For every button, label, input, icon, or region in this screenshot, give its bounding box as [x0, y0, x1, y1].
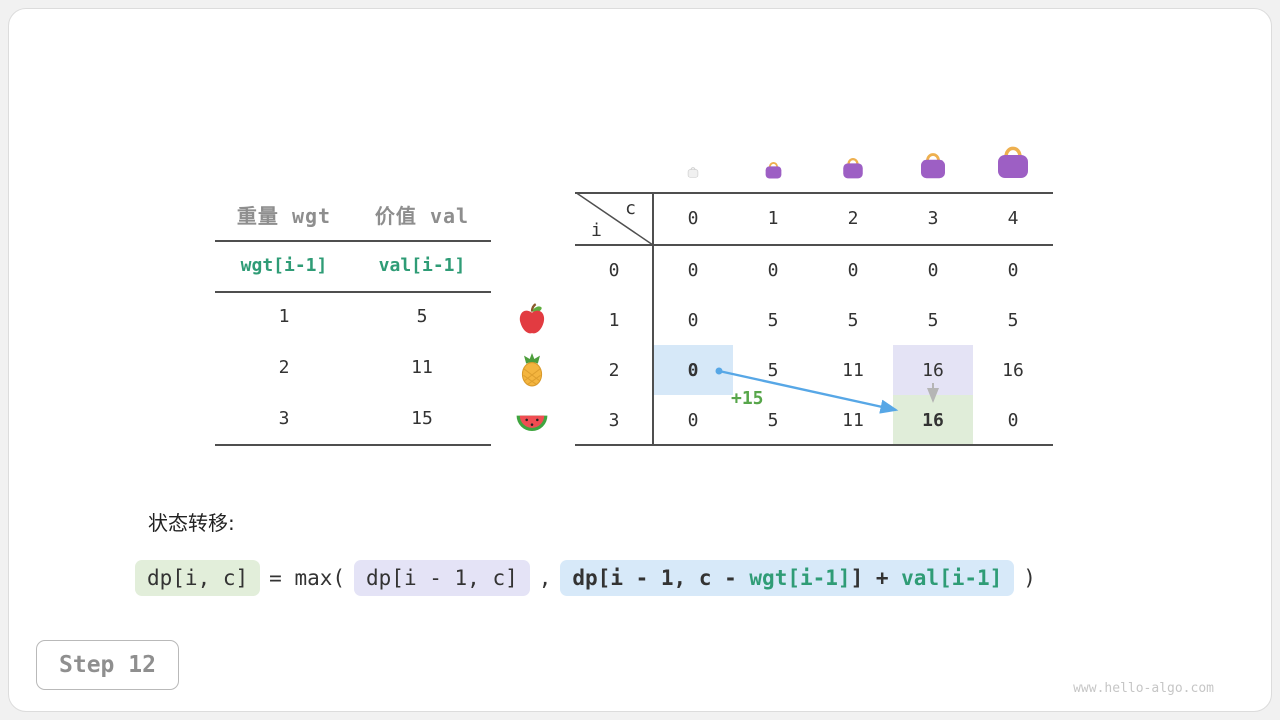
- formula-option1: dp[i - 1, c]: [354, 560, 530, 596]
- dp-cell-pending: 0: [1007, 409, 1019, 431]
- dp-col-header: 2: [847, 208, 859, 229]
- dp-col-header: 4: [1007, 208, 1019, 229]
- dp-cell: 0: [767, 259, 779, 281]
- dp-row-label: 3: [608, 409, 620, 431]
- dp-cell: 11: [842, 409, 864, 431]
- bag-icon-capacity-1: [763, 158, 784, 180]
- dp-cell: 5: [927, 309, 939, 331]
- formula-option2-val: val[i-1]: [901, 566, 1003, 590]
- corner-col-label: c: [625, 198, 636, 219]
- dp-cell: 0: [687, 259, 699, 281]
- dp-table-vertical-border: [652, 192, 654, 445]
- dp-col-header: 3: [927, 208, 939, 229]
- val-cell: 15: [411, 408, 433, 429]
- bag-icon-capacity-0: [686, 164, 700, 179]
- divider: [215, 444, 491, 446]
- formula-option2-plus: ] +: [850, 566, 902, 590]
- dp-cell: 0: [1007, 259, 1019, 281]
- dp-cell: 11: [842, 359, 864, 381]
- pineapple-icon: [515, 353, 549, 387]
- dp-cell: 16: [1002, 359, 1024, 381]
- dp-cell: 0: [687, 309, 699, 331]
- formula-option2: dp[i - 1, c - wgt[i-1]] + val[i-1]: [560, 560, 1015, 596]
- dp-row-label: 0: [608, 259, 620, 281]
- val-column-header: 价值 val: [374, 203, 470, 228]
- state-transition-formula: dp[i, c] = max( dp[i - 1, c] , dp[i - 1,…: [135, 560, 1036, 596]
- divider: [215, 240, 491, 242]
- formula-option2-wgt: wgt[i-1]: [749, 566, 851, 590]
- corner-diagonal: [575, 192, 653, 245]
- dp-table-bottom-border: [575, 444, 1053, 446]
- dp-cell-option-previous: 16: [893, 345, 973, 395]
- divider: [215, 291, 491, 293]
- weight-value-table: 重量 wgt 价值 val wgt[i-1] val[i-1] 1 5 2 11…: [215, 188, 491, 444]
- state-transition-heading: 状态转移:: [148, 511, 235, 535]
- bag-icon-capacity-4: [993, 139, 1033, 181]
- dp-cell: 5: [767, 309, 779, 331]
- val-cell: 11: [411, 357, 433, 378]
- formula-lhs: dp[i, c]: [135, 560, 261, 596]
- wgt-cell: 2: [278, 357, 290, 378]
- dp-row-label: 2: [608, 359, 620, 381]
- watermelon-icon: [515, 405, 549, 439]
- wgt-var-cell: wgt[i-1]: [240, 255, 328, 276]
- wgt-cell: 3: [278, 408, 290, 429]
- formula-equals-max: = max(: [269, 566, 346, 590]
- dp-table-top-border: [575, 192, 1053, 194]
- dp-cell: 5: [1007, 309, 1019, 331]
- dp-cell: 0: [927, 259, 939, 281]
- dp-cell: 5: [767, 409, 779, 431]
- formula-comma: ,: [538, 566, 552, 590]
- corner-row-label: i: [591, 220, 602, 241]
- dp-table: c i 0 1 2 3 4 0 0 0 0 0 0 1 0 5 5 5 5 2 …: [575, 192, 1053, 445]
- dp-cell-current: 16: [893, 395, 973, 445]
- wgt-column-header: 重量 wgt: [236, 203, 332, 228]
- bag-icon-capacity-2: [840, 153, 866, 180]
- dp-cell: 0: [687, 409, 699, 431]
- dp-col-header: 0: [687, 208, 699, 229]
- dp-cell: 5: [847, 309, 859, 331]
- apple-icon: [515, 302, 549, 336]
- dp-row-label: 1: [608, 309, 620, 331]
- val-cell: 5: [416, 306, 428, 327]
- formula-close-paren: ): [1023, 566, 1036, 590]
- formula-option2-prefix: dp[i - 1, c -: [572, 566, 750, 590]
- step-badge: Step 12: [36, 640, 179, 690]
- bag-icon-capacity-3: [917, 147, 949, 181]
- dp-table-corner: c i: [575, 192, 653, 245]
- dp-cell-option-source: 0: [653, 345, 733, 395]
- dp-table-header-border: [575, 244, 1053, 246]
- transition-gain-label: +15: [731, 388, 764, 409]
- wgt-cell: 1: [278, 306, 290, 327]
- val-var-cell: val[i-1]: [378, 255, 466, 276]
- dp-col-header: 1: [767, 208, 779, 229]
- watermark: www.hello-algo.com: [1073, 681, 1214, 696]
- dp-cell: 0: [847, 259, 859, 281]
